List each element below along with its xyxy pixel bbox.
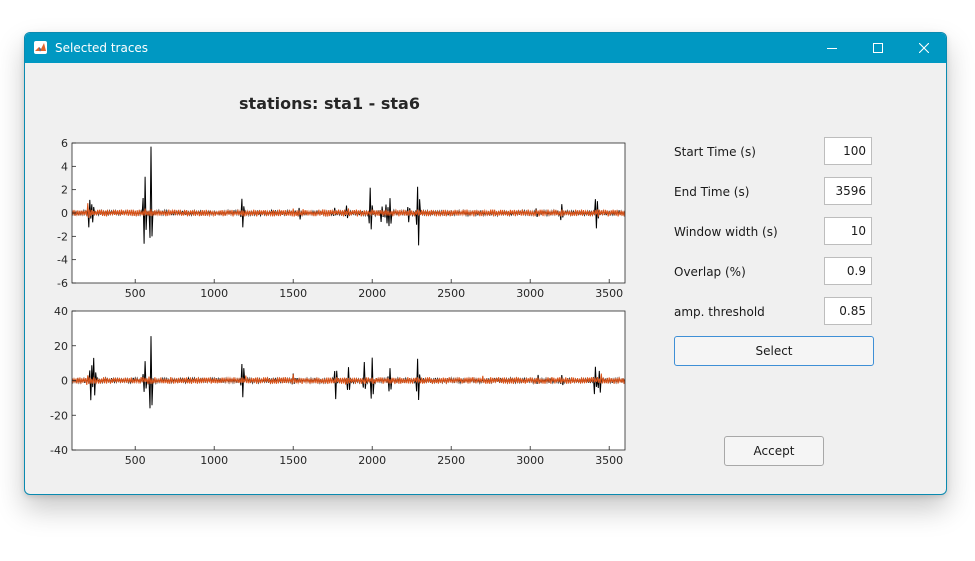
y-tick-label-1: 2 [61, 184, 68, 197]
close-icon [919, 43, 929, 53]
x-tick-label-1: 3500 [595, 287, 623, 300]
x-tick-label-2: 500 [125, 454, 146, 467]
y-tick-label-1: 4 [61, 160, 68, 173]
window-width-input[interactable] [824, 217, 872, 245]
maximize-button[interactable] [855, 33, 901, 63]
x-tick-label-1: 1500 [279, 287, 307, 300]
x-tick-label-2: 2000 [358, 454, 386, 467]
start-time-input[interactable] [824, 137, 872, 165]
traces-figure[interactable]: 500 1000 1500 2000 2500 3000 3500-6-4-20246500… [25, 33, 645, 473]
end-time-label: End Time (s) [674, 185, 750, 199]
close-button[interactable] [901, 33, 946, 63]
amp-threshold-label: amp. threshold [674, 305, 765, 319]
y-tick-label-1: 0 [61, 207, 68, 220]
title-bar[interactable]: Selected traces [25, 33, 946, 63]
window-title: Selected traces [55, 41, 149, 55]
x-tick-label-2: 1500 [279, 454, 307, 467]
end-time-input[interactable] [824, 177, 872, 205]
selected-traces-window: Selected traces stations: sta1 - sta6 50… [24, 32, 947, 495]
y-tick-label-2: 0 [61, 375, 68, 388]
y-tick-label-1: -2 [57, 230, 68, 243]
y-tick-label-2: 40 [54, 305, 68, 318]
y-tick-label-2: -20 [50, 409, 68, 422]
maximize-icon [873, 43, 883, 53]
x-tick-label-2: 3500 [595, 454, 623, 467]
start-time-label: Start Time (s) [674, 145, 756, 159]
amp-threshold-input[interactable] [824, 297, 872, 325]
overlap-input[interactable] [824, 257, 872, 285]
plot-title: stations: sta1 - sta6 [239, 94, 420, 113]
y-tick-label-1: -6 [57, 277, 68, 290]
x-tick-label-1: 500 [125, 287, 146, 300]
matlab-icon [34, 41, 47, 54]
x-tick-label-2: 3000 [516, 454, 544, 467]
x-tick-label-2: 2500 [437, 454, 465, 467]
x-tick-label-1: 1000 [200, 287, 228, 300]
minimize-icon [827, 48, 837, 49]
trace-series-1-2 [72, 203, 625, 218]
y-tick-label-2: 20 [54, 340, 68, 353]
x-tick-label-2: 1000 [200, 454, 228, 467]
x-tick-label-1: 2000 [358, 287, 386, 300]
x-tick-label-1: 3000 [516, 287, 544, 300]
accept-button[interactable]: Accept [724, 436, 824, 466]
select-button[interactable]: Select [674, 336, 874, 366]
y-tick-label-1: 6 [61, 137, 68, 150]
window-width-label: Window width (s) [674, 225, 778, 239]
y-tick-label-2: -40 [50, 444, 68, 457]
x-tick-label-1: 2500 [437, 287, 465, 300]
minimize-button[interactable] [809, 33, 855, 63]
trace-series-2-2 [72, 373, 625, 385]
y-tick-label-1: -4 [57, 254, 68, 267]
overlap-label: Overlap (%) [674, 265, 746, 279]
